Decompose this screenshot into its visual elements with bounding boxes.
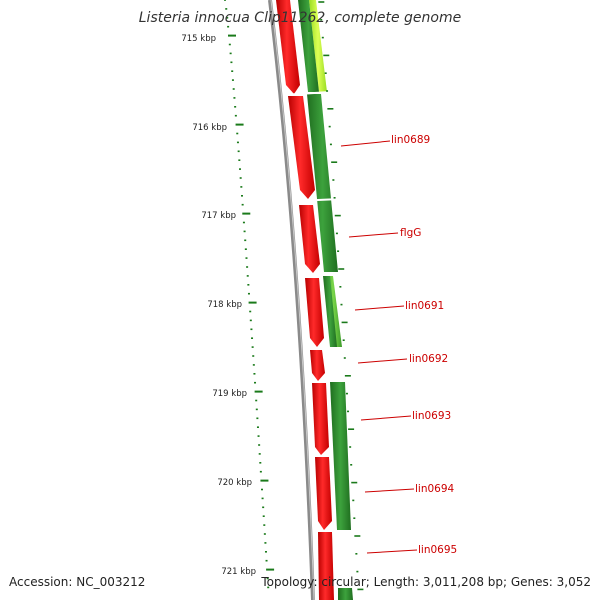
leader-line bbox=[364, 488, 415, 493]
cds-arrow bbox=[312, 383, 329, 455]
gc-segment bbox=[338, 588, 353, 600]
gene-label-lin0692[interactable]: lin0692 bbox=[409, 353, 448, 365]
cds-arrow bbox=[299, 205, 320, 273]
tick-label: 719 kbp bbox=[212, 389, 247, 399]
cds-arrow bbox=[288, 96, 315, 199]
gc-segment bbox=[298, 0, 319, 92]
gene-label-lin0694[interactable]: lin0694 bbox=[415, 483, 455, 495]
genome-backbone bbox=[268, 0, 315, 600]
gene-label-lin0695[interactable]: lin0695 bbox=[418, 544, 457, 556]
cds-arrow bbox=[310, 350, 325, 381]
cds-arrow bbox=[276, 0, 300, 94]
tick-label: 721 kbp bbox=[221, 567, 256, 577]
gc-segment bbox=[330, 382, 351, 530]
gene-label-lin0689[interactable]: lin0689 bbox=[391, 134, 430, 146]
ruler-tick-labels: 715 kbp 716 kbp 717 kbp 718 kbp 719 kbp … bbox=[181, 34, 256, 577]
genome-backbone-highlight bbox=[270, 0, 315, 600]
gene-label-flgG[interactable]: flgG bbox=[400, 227, 421, 239]
leader-line bbox=[340, 140, 391, 147]
gc-segment bbox=[307, 94, 338, 272]
kbp-ruler bbox=[224, 0, 275, 589]
page-title: Listeria innocua Clip11262, complete gen… bbox=[138, 10, 462, 26]
gene-labels: lin0689 flgG lin0691 lin0692 lin0693 lin… bbox=[340, 134, 457, 556]
leader-line bbox=[357, 358, 408, 364]
cds-arrow bbox=[315, 457, 332, 530]
genome-summary-text: Topology: circular; Length: 3,011,208 bp… bbox=[261, 575, 591, 589]
leader-line bbox=[360, 415, 412, 421]
tick-label: 715 kbp bbox=[181, 34, 216, 44]
gc-track bbox=[298, 0, 353, 600]
forward-cds-track bbox=[276, 0, 334, 600]
leader-line bbox=[354, 305, 405, 311]
tick-label: 718 kbp bbox=[207, 300, 242, 310]
gc-segment bbox=[309, 0, 327, 92]
tick-label: 716 kbp bbox=[192, 123, 227, 133]
segment-gaps bbox=[282, 91, 348, 349]
tick-label: 717 kbp bbox=[201, 211, 236, 221]
gc-segment bbox=[323, 276, 337, 347]
gene-label-lin0691[interactable]: lin0691 bbox=[405, 300, 444, 312]
gene-label-lin0693[interactable]: lin0693 bbox=[412, 410, 451, 422]
cds-arrow bbox=[305, 278, 324, 347]
feature-tick-column bbox=[318, 1, 364, 591]
tick-label: 720 kbp bbox=[217, 478, 252, 488]
leader-line bbox=[366, 549, 418, 554]
leader-line bbox=[348, 232, 399, 238]
cds-arrow bbox=[318, 532, 334, 600]
accession-text: Accession: NC_003212 bbox=[9, 575, 146, 589]
